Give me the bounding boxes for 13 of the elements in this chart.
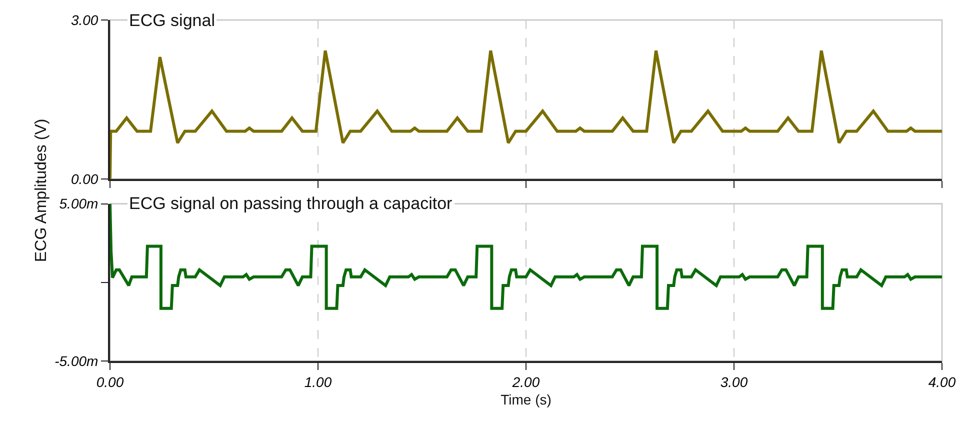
x-axis-title: Time (s) <box>500 392 552 408</box>
x-tick-label: 2.00 <box>511 374 540 390</box>
y-tick-label: 0.00 <box>70 170 98 187</box>
series-label: ECG signal on passing through a capacitor <box>129 194 453 213</box>
y-tick-label: 5.00m <box>59 196 99 212</box>
y-tick-label: 3.00 <box>70 12 98 28</box>
text: ECG signal <box>129 11 215 30</box>
x-tick-label: 0.00 <box>96 374 124 390</box>
y-tick-label: -5.00m <box>54 352 99 369</box>
x-tick-label: 4.00 <box>928 374 956 390</box>
x-tick-label: 1.00 <box>304 374 332 390</box>
x-tick-label: 3.00 <box>720 374 748 390</box>
y-axis-title: ECG Amplitudes (V) <box>32 118 50 262</box>
